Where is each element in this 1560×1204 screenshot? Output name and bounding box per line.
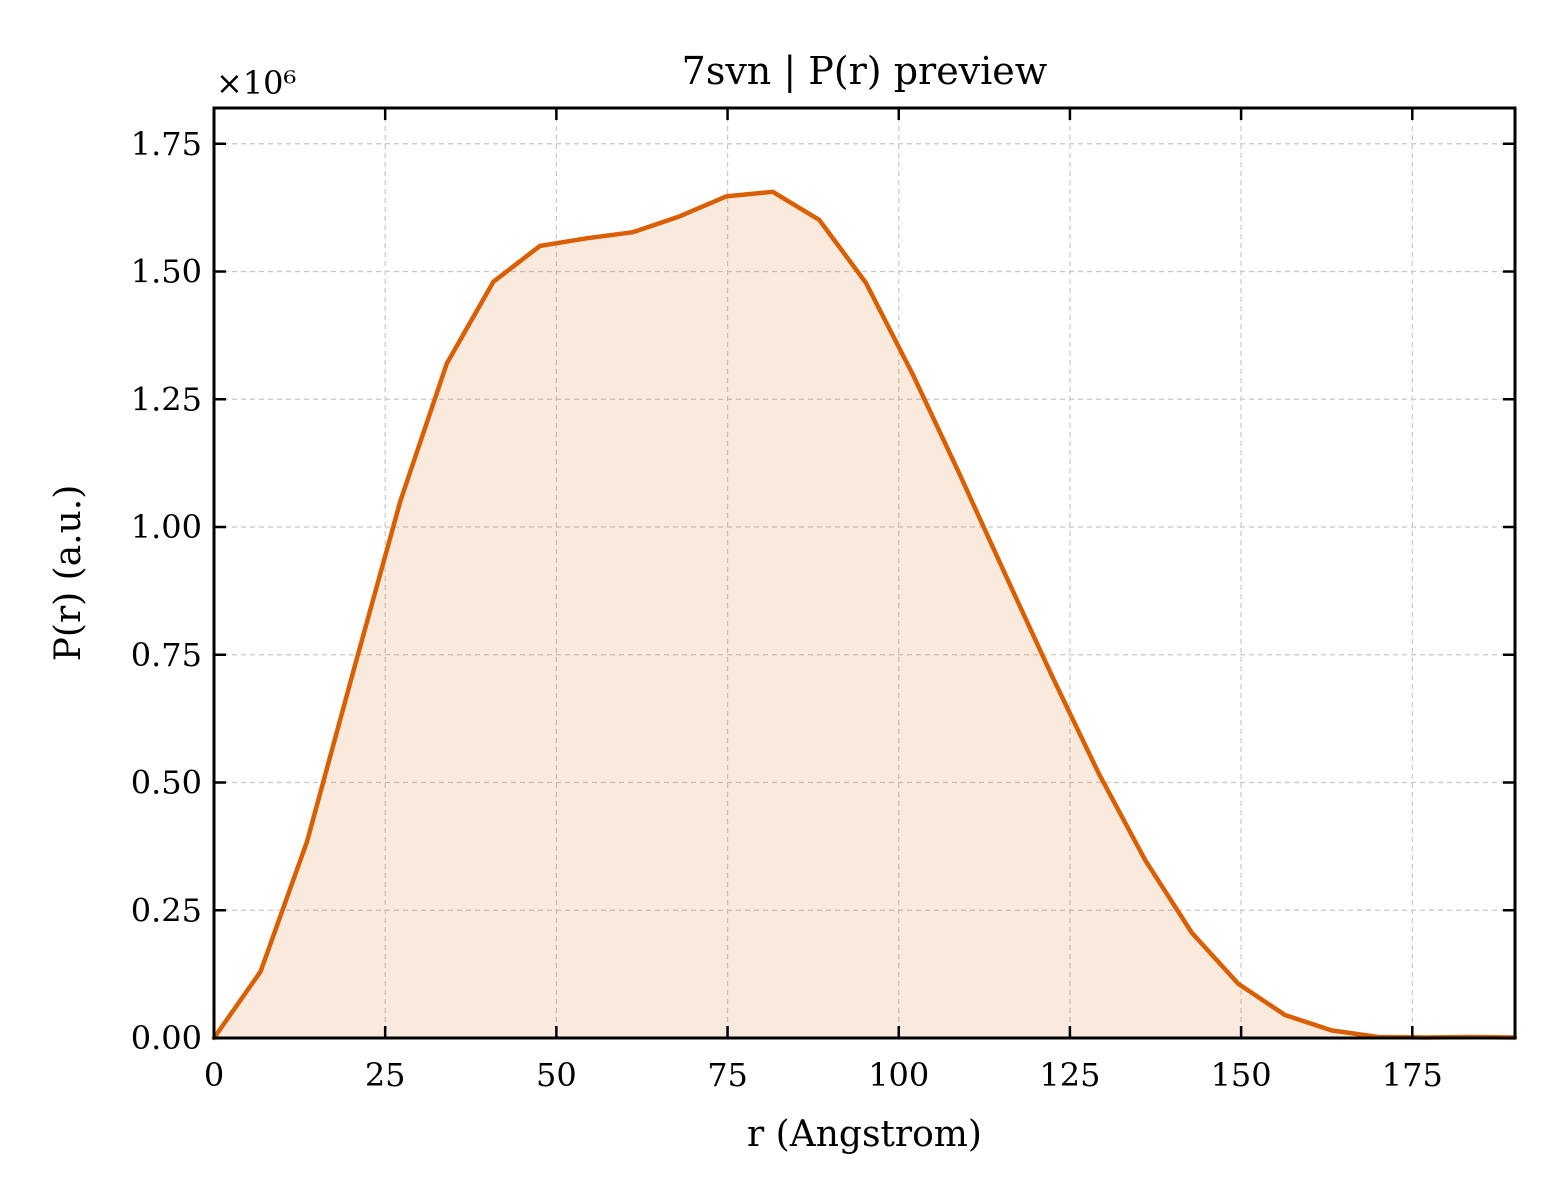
y-tick-label: 0.00: [131, 1019, 202, 1057]
y-tick-label: 0.75: [131, 636, 202, 674]
x-tick-label: 0: [204, 1056, 224, 1094]
x-tick-label: 150: [1211, 1056, 1272, 1094]
y-tick-label: 0.50: [131, 764, 202, 802]
x-axis-label: r (Angstrom): [747, 1114, 982, 1155]
x-tick-label: 100: [868, 1056, 929, 1094]
x-tick-label: 25: [365, 1056, 406, 1094]
x-tick-label: 50: [536, 1056, 577, 1094]
y-tick-label: 1.25: [131, 380, 202, 418]
y-tick-label: 1.50: [131, 253, 202, 291]
chart-title: 7svn | P(r) preview: [682, 49, 1048, 93]
y-axis-multiplier: ×10⁶: [216, 64, 296, 102]
x-tick-label: 175: [1382, 1056, 1443, 1094]
x-tick-label: 75: [707, 1056, 748, 1094]
y-tick-label: 1.75: [131, 125, 202, 163]
y-tick-label: 1.00: [131, 508, 202, 546]
y-axis-label: P(r) (a.u.): [48, 485, 89, 662]
x-tick-label: 125: [1039, 1056, 1100, 1094]
y-tick-label: 0.25: [131, 891, 202, 929]
